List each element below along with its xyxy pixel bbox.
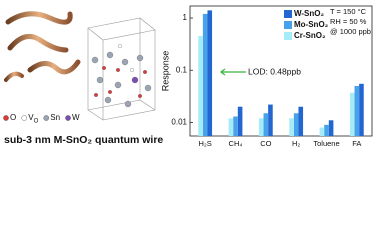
x-tick-label: H₂S (198, 139, 211, 148)
atom-swatch (21, 115, 28, 121)
bar (207, 10, 213, 136)
bar (359, 83, 364, 136)
bar (198, 36, 203, 136)
caption: sub-3 nm M-SnO₂ quantum wire (4, 134, 163, 146)
y-axis-label: Response (160, 51, 170, 92)
annotation-arrow (220, 68, 246, 76)
bar (228, 118, 234, 136)
bar (263, 113, 269, 136)
y-tick-label: 0.1 (176, 65, 188, 74)
atom-label: O (10, 113, 16, 122)
bar (319, 127, 325, 136)
bar (258, 118, 264, 136)
bar (349, 92, 355, 136)
bar (293, 113, 299, 136)
x-tick-label: Toluene (313, 139, 339, 148)
legend-swatch (284, 10, 292, 18)
nanowires (4, 11, 81, 82)
atoms (91, 44, 152, 108)
bar (237, 106, 243, 136)
bar (202, 13, 208, 137)
x-tick-label: H₂ (292, 139, 300, 148)
bar (233, 116, 238, 136)
atom-sub: O (34, 119, 39, 125)
plot-frame (189, 5, 373, 137)
condition: RH = 50 % (330, 17, 367, 26)
atom-swatch (3, 115, 9, 121)
x-tick-label: FA (352, 139, 361, 148)
bar (289, 118, 294, 136)
atom-label: V (28, 113, 34, 122)
bar (298, 106, 304, 136)
y-tick-label: 1 (183, 13, 188, 22)
atom-label: W (72, 113, 80, 122)
chart: 0.01 0.1 1 Response H₂S CH₄ CO H₂ Toluene FA W-SnO… (160, 5, 373, 148)
bar (268, 104, 273, 136)
atom-legend: O V O Sn W (3, 113, 80, 125)
x-tick-label: CH₄ (229, 139, 243, 148)
atom-label: Sn (50, 113, 60, 122)
bar (328, 120, 334, 136)
condition: @ 1000 ppb (330, 27, 371, 36)
legend-label: Cr-SnO₂ (294, 31, 326, 40)
bar (354, 85, 360, 136)
figure: sub-3 nm M-SnO₂ quantum wire O V O Sn W 0.01… (3, 5, 373, 148)
legend-swatch (284, 32, 292, 40)
x-tick-label: CO (260, 139, 271, 148)
legend-swatch (284, 21, 292, 29)
legend-label: W-SnO₂ (294, 9, 325, 18)
bar (324, 124, 329, 136)
condition: T = 150 °C (330, 7, 367, 16)
y-tick-label: 0.01 (171, 118, 187, 127)
annotation: LOD: 0.48ppb (248, 66, 301, 76)
atom-swatch (43, 115, 50, 121)
atom-swatch (65, 115, 71, 121)
legend-label: Mo-SnO₂ (294, 20, 329, 29)
crystal-cell (87, 17, 156, 121)
